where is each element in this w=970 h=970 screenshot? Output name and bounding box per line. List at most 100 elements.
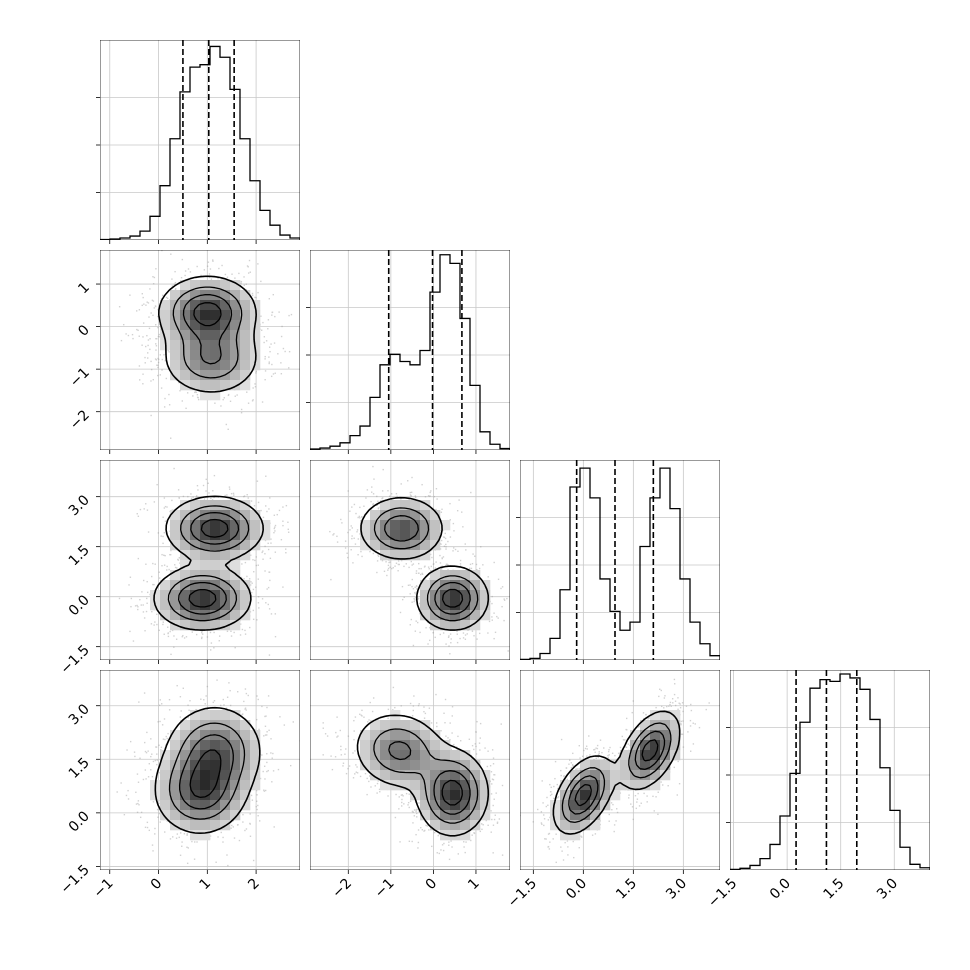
scatter-point: [140, 811, 143, 814]
scatter-point: [144, 826, 147, 829]
scatter-point: [264, 355, 266, 358]
density-cell: [200, 620, 211, 631]
density-cell: [190, 560, 201, 571]
scatter-point: [261, 705, 263, 708]
scatter-point: [206, 265, 209, 267]
density-cell: [190, 320, 201, 331]
scatter-point: [157, 816, 159, 818]
scatter-point: [415, 570, 418, 572]
scatter-point: [200, 274, 202, 277]
scatter-point: [210, 642, 213, 644]
density-cell: [160, 590, 171, 601]
density-cell: [180, 620, 191, 631]
scatter-point: [143, 692, 146, 694]
scatter-point: [217, 836, 219, 838]
scatter-point: [272, 293, 274, 296]
density-cell: [230, 810, 241, 821]
scatter-point: [165, 377, 168, 380]
scatter-point: [161, 553, 163, 556]
scatter-point: [269, 557, 272, 560]
scatter-point: [250, 581, 252, 583]
scatter-point: [167, 732, 169, 735]
scatter-point: [142, 579, 145, 582]
density-cell: [190, 350, 201, 361]
scatter-point: [207, 261, 210, 263]
density-cell: [220, 790, 231, 801]
scatter-point: [261, 754, 263, 756]
scatter-point: [165, 450, 166, 451]
scatter-point: [266, 588, 268, 590]
scatter-point: [209, 631, 212, 634]
density-cell: [240, 550, 251, 561]
scatter-point: [168, 709, 171, 711]
scatter-point: [264, 734, 267, 736]
scatter-point: [169, 530, 171, 532]
density-cell: [170, 370, 181, 381]
scatter-point: [195, 496, 197, 498]
scatter-point: [456, 633, 458, 635]
scatter-point: [230, 827, 232, 829]
scatter-point: [150, 623, 153, 625]
scatter-point: [128, 584, 130, 586]
scatter-point: [142, 604, 144, 606]
density-cell: [260, 530, 271, 541]
scatter-point: [181, 258, 184, 261]
scatter-point: [276, 513, 278, 516]
scatter-point: [280, 362, 282, 364]
scatter-point: [180, 710, 182, 712]
scatter-point: [158, 577, 161, 579]
scatter-point: [257, 291, 259, 294]
histogram-panel-1: [310, 250, 510, 450]
scatter-point: [409, 494, 412, 496]
scatter-point: [151, 753, 153, 755]
density-cell: [210, 610, 221, 621]
scatter-point: [148, 327, 151, 330]
scatter-point: [157, 721, 159, 723]
scatter-point: [255, 556, 257, 558]
scatter-point: [164, 360, 166, 362]
scatter-point: [274, 372, 276, 374]
scatter-point: [163, 406, 166, 408]
scatter-point: [214, 402, 216, 404]
scatter-point: [178, 836, 180, 839]
scatter-point: [257, 698, 259, 701]
scatter-point: [184, 270, 187, 272]
density-cell: [180, 730, 191, 741]
scatter-point: [252, 588, 255, 591]
density-cell: [190, 800, 201, 811]
density-cell: [240, 760, 251, 771]
scatter-point: [280, 335, 283, 338]
density-cell: [240, 780, 251, 791]
scatter-point: [387, 567, 390, 570]
scatter-point: [249, 835, 252, 837]
density-cell: [210, 310, 221, 321]
scatter-point: [243, 276, 245, 278]
scatter-point: [184, 274, 186, 277]
scatter-point: [449, 536, 452, 538]
density-cell: [240, 800, 251, 811]
density-cell: [180, 360, 191, 371]
scatter-point: [224, 273, 227, 276]
density-cell: [240, 770, 251, 781]
scatter-point: [127, 334, 130, 337]
density-cell: [190, 770, 201, 781]
scatter-point: [194, 391, 196, 394]
scatter-point: [420, 567, 422, 570]
scatter-point: [156, 613, 158, 616]
scatter-point: [191, 840, 193, 843]
scatter-point: [155, 746, 158, 748]
scatter-point: [266, 770, 268, 773]
scatter-point: [186, 833, 188, 835]
scatter-point: [268, 729, 270, 732]
scatter-point: [255, 372, 257, 374]
scatter-point: [262, 770, 264, 773]
scatter-point: [213, 496, 215, 499]
scatter-point: [227, 864, 229, 867]
density-cell: [240, 310, 251, 321]
scatter-point: [127, 798, 130, 800]
density-cell: [240, 340, 251, 351]
scatter-point: [288, 314, 290, 317]
scatter-point: [153, 307, 156, 309]
scatter-point: [180, 276, 183, 279]
scatter-point: [206, 685, 209, 688]
